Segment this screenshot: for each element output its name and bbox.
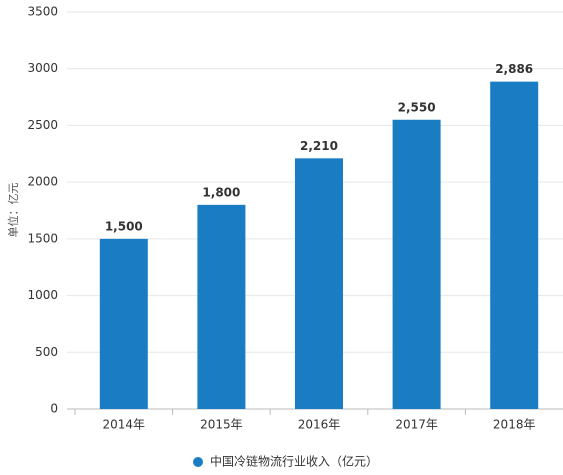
value-label: 1,500 <box>105 219 143 233</box>
y-tick-label: 2500 <box>27 118 58 132</box>
y-tick-label: 0 <box>50 402 58 416</box>
bar <box>295 158 343 409</box>
y-tick-label: 1500 <box>27 231 58 245</box>
x-tick-label: 2015年 <box>200 418 243 432</box>
y-tick-label: 500 <box>35 345 58 359</box>
x-tick-label: 2017年 <box>395 418 438 432</box>
value-label: 2,210 <box>300 139 338 153</box>
bar <box>392 119 441 409</box>
x-tick-label: 2016年 <box>298 418 341 432</box>
bar <box>490 81 539 409</box>
y-axis-label: 单位：亿元 <box>6 183 20 238</box>
x-tick-label: 2018年 <box>493 418 536 432</box>
y-tick-label: 2000 <box>27 175 58 189</box>
legend-label: 中国冷链物流行业收入（亿元） <box>210 454 378 469</box>
legend-marker <box>193 457 203 467</box>
x-tick-label: 2014年 <box>103 418 146 432</box>
value-label: 2,886 <box>495 62 533 76</box>
y-tick-label: 3000 <box>27 61 58 75</box>
y-tick-label: 3500 <box>27 5 58 19</box>
value-label: 1,800 <box>202 185 240 199</box>
bar <box>99 238 148 409</box>
bar <box>197 204 246 409</box>
value-label: 2,550 <box>398 100 436 114</box>
y-tick-label: 1000 <box>27 288 58 302</box>
